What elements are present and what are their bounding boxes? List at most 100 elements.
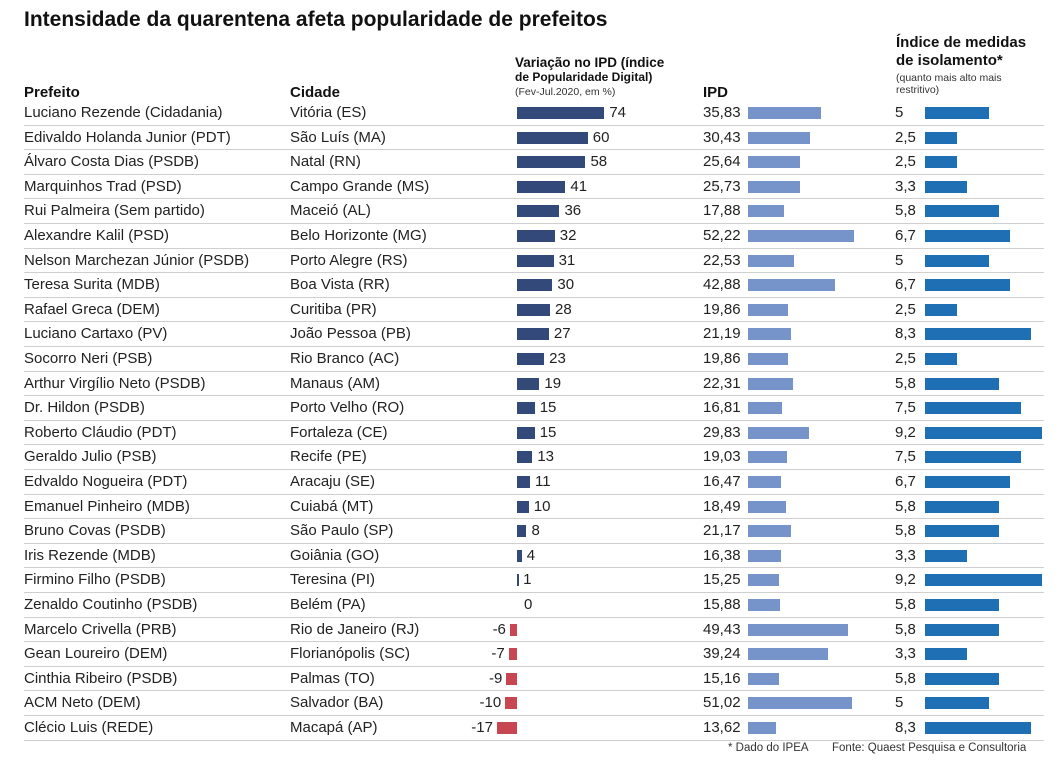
isolamento-bar — [925, 156, 957, 169]
table-row: Gean Loureiro (DEM) Florianópolis (SC) -7 3… — [24, 642, 1044, 667]
ipd-value: 15,88 — [703, 596, 741, 613]
variacao-label: 60 — [592, 128, 610, 146]
variacao-label: 0 — [524, 596, 533, 613]
prefeito-cell: Cinthia Ribeiro (PSDB) — [24, 669, 178, 687]
cidade-cell: João Pessoa (PB) — [290, 325, 411, 343]
variacao-label: 13 — [537, 448, 555, 466]
prefeito-cell: Marcelo Crivella (PRB) — [24, 620, 177, 638]
isolamento-value: 5 — [895, 104, 904, 121]
table-row: Rafael Greca (DEM) Curitiba (PR) 28 19,86 2,… — [24, 298, 1044, 323]
isolamento-bar — [925, 353, 957, 365]
ipd-value: 29,83 — [703, 423, 741, 441]
prefeito-cell: Firmino Filho (PSDB) — [24, 571, 166, 589]
prefeito-cell: Álvaro Costa Dias (PSDB) — [24, 153, 200, 171]
table-row: Emanuel Pinheiro (MDB) Cuiabá (MT) 10 18,49… — [24, 495, 1044, 520]
header-ipd: IPD — [703, 84, 729, 101]
prefeito-cell: Clécio Luis (REDE) — [24, 719, 154, 736]
cidade-cell: Goiânia (GO) — [290, 546, 380, 564]
isolamento-value: 6,7 — [895, 227, 916, 244]
cidade-cell: Teresina (PI) — [290, 571, 376, 589]
ipd-value: 15,16 — [703, 669, 741, 687]
table-row: Clécio Luis (REDE) Macapá (AP) -17 13,62 8,3 — [24, 716, 1044, 741]
cidade-cell: Manaus (AM) — [290, 374, 381, 392]
ipd-value: 25,73 — [703, 177, 741, 195]
ipd-value: 39,24 — [703, 645, 741, 663]
table-row: Edivaldo Holanda Junior (PDT) São Luís (M… — [24, 126, 1044, 151]
table-row: Dr. Hildon (PSDB) Porto Velho (RO) 15 16,81… — [24, 396, 1044, 421]
ipd-value: 49,43 — [703, 620, 741, 638]
table-row: Cinthia Ribeiro (PSDB) Palmas (TO) -9 15,16… — [24, 667, 1044, 692]
variacao-bar — [517, 107, 605, 119]
table-row: Bruno Covas (PSDB) São Paulo (SP) 8 21,17 5,… — [24, 519, 1044, 544]
isolamento-value: 5,8 — [895, 620, 916, 638]
cidade-cell: Aracaju (SE) — [290, 473, 376, 490]
ipd-bar — [748, 131, 810, 144]
isolamento-value: 8,3 — [895, 719, 916, 736]
ipd-bar — [748, 476, 782, 488]
variacao-bar — [517, 353, 545, 365]
ipd-bar — [748, 500, 786, 513]
prefeito-cell: Gean Loureiro (DEM) — [24, 645, 168, 663]
isolamento-value: 5,8 — [895, 596, 916, 613]
variacao-bar — [517, 279, 553, 292]
isolamento-value: 5,8 — [895, 522, 916, 540]
isolamento-bar — [925, 500, 999, 513]
variacao-label: 8 — [531, 522, 540, 540]
variacao-label: 10 — [533, 497, 551, 515]
cidade-cell: Porto Alegre (RS) — [290, 251, 408, 269]
isolamento-value: 5,8 — [895, 497, 916, 515]
isolamento-value: 6,7 — [895, 473, 916, 490]
isolamento-value: 5,8 — [895, 669, 916, 687]
ipd-bar — [748, 303, 789, 316]
ipd-value: 42,88 — [703, 276, 741, 294]
table-row: Iris Rezende (MDB) Goiânia (GO) 4 16,38 3,3 — [24, 544, 1044, 569]
variacao-label: 32 — [559, 227, 577, 244]
variacao-bar — [517, 500, 529, 513]
table-row: Alexandre Kalil (PSD) Belo Horizonte (MG)… — [24, 224, 1044, 249]
isolamento-value: 9,2 — [895, 571, 916, 589]
prefeito-cell: Arthur Virgílio Neto (PSDB) — [24, 374, 206, 392]
ipd-value: 51,02 — [703, 694, 741, 712]
source-note: Fonte: Quaest Pesquisa e Consultoria — [832, 742, 1027, 754]
variacao-label: 58 — [590, 153, 608, 171]
prefeito-cell: Luciano Rezende (Cidadania) — [24, 104, 223, 121]
variacao-bar — [496, 722, 517, 734]
header-variacao-line2: de Popularidade Digital) — [515, 70, 653, 84]
cidade-cell: Fortaleza (CE) — [290, 423, 388, 441]
ipd-bar — [748, 328, 792, 341]
cidade-cell: Cuiabá (MT) — [290, 497, 374, 515]
isolamento-bar — [925, 180, 968, 193]
isolamento-bar — [925, 697, 989, 710]
ipd-value: 25,64 — [703, 153, 741, 171]
header-variacao-subtitle: (Fev-Jul.2020, em %) — [515, 86, 616, 98]
ipd-value: 16,81 — [703, 399, 741, 417]
variacao-bar — [517, 451, 533, 464]
ipd-bar — [748, 180, 801, 193]
table-row: Marquinhos Trad (PSD) Campo Grande (MS) 41… — [24, 175, 1044, 200]
variacao-bar — [517, 328, 549, 341]
variacao-bar — [517, 180, 566, 193]
table-row: Arthur Virgílio Neto (PSDB) Manaus (AM) 19… — [24, 372, 1044, 397]
ipd-bar — [748, 377, 794, 390]
prefeito-cell: Bruno Covas (PSDB) — [24, 522, 166, 540]
variacao-label: 27 — [553, 325, 571, 343]
ipd-bar — [748, 549, 782, 562]
table-row: Firmino Filho (PSDB) Teresina (PI) 1 15,25 9… — [24, 568, 1044, 593]
isolamento-bar — [925, 623, 999, 636]
isolamento-bar — [925, 107, 989, 119]
variacao-label: 31 — [558, 251, 576, 269]
ipd-value: 19,86 — [703, 350, 741, 367]
isolamento-value: 5 — [895, 251, 904, 269]
ipd-bar — [748, 279, 836, 292]
cidade-cell: Salvador (BA) — [290, 694, 384, 712]
isolamento-value: 7,5 — [895, 399, 916, 417]
isolamento-bar — [925, 131, 957, 144]
ipd-value: 22,53 — [703, 251, 741, 269]
table-row: Roberto Cláudio (PDT) Fortaleza (CE) 15 29,… — [24, 421, 1044, 446]
isolamento-bar — [925, 279, 1011, 292]
table-row: Zenaldo Coutinho (PSDB) Belém (PA) 0 15,88 5… — [24, 593, 1044, 618]
table-row: Luciano Rezende (Cidadania) Vitória (ES) 7… — [24, 101, 1044, 126]
variacao-label: 74 — [609, 104, 626, 121]
variacao-bar — [517, 476, 530, 488]
isolamento-bar — [925, 476, 1011, 488]
